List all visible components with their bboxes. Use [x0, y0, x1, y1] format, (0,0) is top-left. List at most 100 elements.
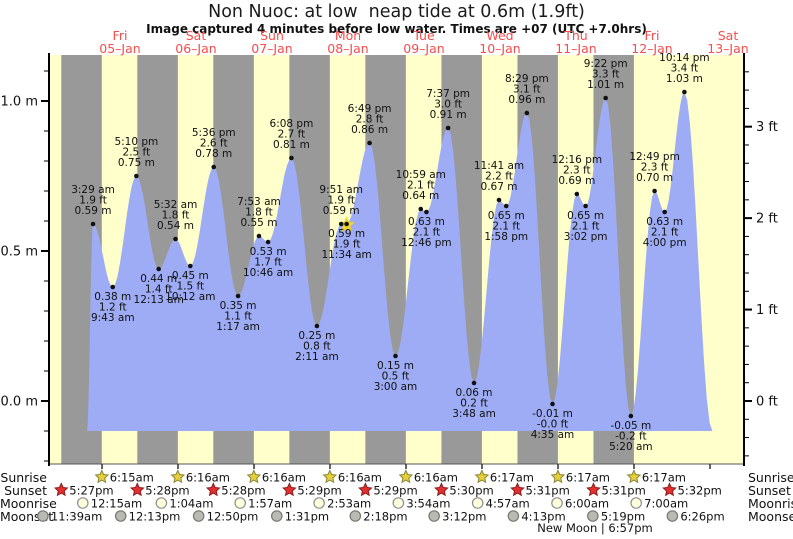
tide-point-label: 4:35 am — [531, 429, 575, 441]
tide-point-label: -0.05 m — [611, 420, 652, 432]
tide-point-dot — [418, 206, 424, 212]
moonset-time-label: 1:31pm — [285, 510, 329, 524]
moonrise-time-label: 3:54am — [406, 497, 450, 511]
tide-point-label: 0.59 m — [323, 205, 360, 217]
tide-point-label: 6:49 pm — [348, 103, 392, 115]
moonrise-circle-icon — [234, 497, 246, 509]
moonrise-row-label: Moonrise — [0, 496, 57, 511]
tide-point-dot — [211, 164, 217, 170]
right-axis-tick-label: 3 ft — [756, 120, 778, 135]
moonset-time-label: 12:13pm — [129, 510, 181, 524]
tide-point-label: 2:11 am — [295, 351, 339, 363]
tide-point-label: -0.0 ft — [537, 419, 568, 431]
tide-point-label: 12:46 pm — [401, 237, 452, 249]
sunset-star-icon — [434, 482, 449, 497]
sunrise-row-label-right: Sunrise — [748, 470, 793, 485]
day-header-date: 05–Jan — [99, 41, 140, 56]
tide-point-label: 0.38 m — [94, 291, 131, 303]
tide-point-label: 0.44 m — [140, 273, 177, 285]
moonrise-circle-icon — [392, 497, 405, 509]
tide-point-label: 12:13 am — [134, 294, 184, 306]
tide-point-label: 0.63 m — [408, 216, 445, 228]
moonrise-circle-icon — [551, 497, 563, 509]
moonset-circle-icon — [192, 510, 205, 522]
tide-point-label: 3.4 ft — [671, 63, 699, 75]
tide-point-label: 4:00 pm — [643, 237, 687, 249]
day-header-dow: Sat — [186, 28, 207, 43]
moonset-circle-icon — [349, 510, 362, 522]
sunrise-time-label: 6:16am — [186, 471, 230, 485]
day-header-dow: Tue — [412, 28, 435, 43]
sunset-row-label: Sunset — [4, 483, 47, 498]
tide-point-label: 0.64 m — [402, 190, 439, 202]
tide-point-dot — [550, 401, 555, 407]
day-header-dow: Thu — [563, 28, 587, 43]
moonrise-time-label: 1:57am — [248, 497, 292, 511]
right-axis-tick-label: 1 ft — [756, 303, 778, 318]
tide-point-label: 2.1 ft — [492, 221, 520, 233]
sunset-time-label: 5:27pm — [69, 484, 113, 498]
tide-point-label: 1.03 m — [666, 73, 703, 85]
sunset-star-icon — [129, 482, 145, 497]
tide-point-label: 0.54 m — [157, 220, 194, 232]
tide-point-label: -0.2 ft — [615, 431, 646, 443]
sunset-time-label: 5:30pm — [449, 484, 493, 498]
tide-point-label: -0.01 m — [532, 408, 573, 420]
tide-point-label: 0.35 m — [220, 300, 257, 312]
tide-point-label: 0.2 ft — [460, 398, 488, 410]
left-axis-tick-label: 0.0 m — [1, 395, 38, 410]
tide-point-dot — [338, 221, 344, 227]
tide-point-label: 2.7 ft — [278, 129, 306, 141]
sunrise-star-icon — [474, 469, 490, 484]
sunrise-time-label: 6:17am — [566, 471, 610, 485]
moonrise-row-label-right: Moonrise — [748, 496, 793, 511]
tide-point-label: 1.9 ft — [333, 239, 361, 251]
tide-point-label: 10:12 am — [165, 291, 215, 303]
tide-point-dot — [503, 203, 509, 209]
moonset-row-label-right: Moonset — [748, 509, 793, 524]
tide-point-label: 5:10 pm — [114, 136, 158, 148]
moonrise-circle-icon — [155, 497, 168, 509]
sunrise-star-icon — [398, 469, 414, 484]
moonset-time-label: 4:13pm — [521, 510, 565, 524]
sunrise-star-icon — [626, 469, 642, 484]
tide-point-label: 1.1 ft — [224, 311, 252, 323]
right-axis-tick-label: 0 ft — [756, 395, 778, 410]
tide-point-label: 9:51 am — [319, 184, 363, 196]
moonset-time-label: 12:50pm — [207, 510, 259, 524]
sunrise-row-label: Sunrise — [0, 470, 47, 485]
page-subtitle: Image captured 4 minutes before low wate… — [146, 22, 647, 36]
sunrise-star-icon — [170, 469, 186, 484]
moonrise-time-label: 6:00am — [565, 497, 609, 511]
sunset-star-icon — [205, 482, 221, 497]
tide-point-dot — [471, 380, 477, 386]
tide-point-dot — [314, 323, 320, 329]
tide-point-label: 5:20 am — [609, 441, 653, 453]
tide-point-dot — [662, 209, 667, 215]
tide-point-label: 1.2 ft — [99, 302, 127, 314]
moonrise-time-label: 12:15am — [91, 497, 142, 511]
tide-point-label: 0.96 m — [508, 94, 545, 106]
tide-point-dot — [682, 89, 687, 95]
tide-point-label: 12:49 pm — [629, 151, 680, 163]
moonset-circle-icon — [587, 510, 599, 522]
tide-point-label: 11:34 am — [321, 249, 371, 261]
day-header-dow: Mon — [335, 28, 361, 43]
left-axis-tick-label: 1.0 m — [1, 95, 38, 110]
sunrise-time-label: 6:16am — [338, 471, 382, 485]
moonrise-time-label: 2:53am — [327, 497, 371, 511]
sunset-star-icon — [510, 482, 525, 497]
moonrise-time-label: 7:00am — [644, 497, 688, 511]
tide-point-label: 1.7 ft — [254, 257, 282, 269]
moonrise-circle-icon — [313, 497, 325, 509]
moonset-circle-icon — [666, 510, 679, 522]
tide-point-dot — [393, 353, 398, 359]
sunset-star-icon — [586, 482, 601, 497]
tide-point-label: 0.8 ft — [303, 341, 331, 353]
tide-point-label: 0.75 m — [118, 157, 155, 169]
moonset-circle-icon — [37, 510, 49, 522]
tide-point-label: 1.8 ft — [162, 210, 190, 222]
tide-point-label: 1:58 pm — [484, 231, 528, 243]
sunset-time-label: 5:29pm — [373, 484, 417, 498]
moonrise-circle-icon — [471, 497, 484, 509]
